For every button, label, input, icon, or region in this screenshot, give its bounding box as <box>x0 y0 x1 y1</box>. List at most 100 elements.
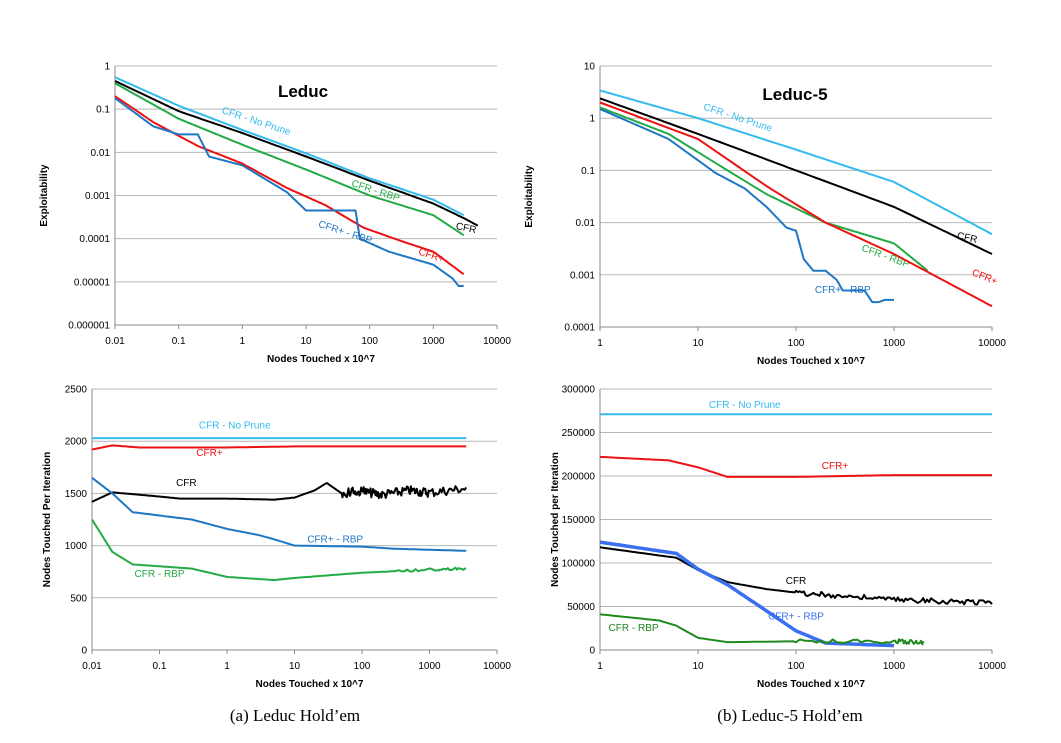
x-tick-label: 1 <box>224 661 230 672</box>
series-label-cfr-rbp: CFR+ - RBP <box>768 612 824 623</box>
series-line-cfr <box>114 95 465 276</box>
x-tick-label: 1 <box>597 338 603 349</box>
series-label-cfr: CFR <box>786 576 807 587</box>
series-line-cfr <box>599 455 992 478</box>
y-tick-label: 200000 <box>562 472 596 483</box>
x-tick-label: 1 <box>240 336 246 347</box>
series-label-cfr-rbp: CFR - RBP <box>135 569 185 580</box>
caption-b: (b) Leduc-5 Hold’em <box>717 706 863 725</box>
x-tick-label: 100 <box>354 661 371 672</box>
series-line-cfr <box>599 97 993 255</box>
x-tick-label: 10 <box>692 661 704 672</box>
y-tick-label: 1 <box>589 114 595 125</box>
x-tick-label: 10 <box>289 661 301 672</box>
y-tick-label: 10 <box>584 62 596 73</box>
y-tick-label: 1 <box>104 62 110 73</box>
series-line-cfr-no-prune <box>114 76 465 217</box>
series-line-cfr <box>599 546 993 606</box>
x-tick-label: 10000 <box>978 338 1006 349</box>
y-axis-label: Exploitability <box>39 164 50 227</box>
x-axis-label: Nodes Touched x 10^7 <box>267 354 375 365</box>
leduc5-exploit-chart: 0.0001 0.001 0.01 0.1 1 10 1 10 100 1000 10000 Node… <box>524 62 1006 368</box>
x-tick-label: 10000 <box>483 336 511 347</box>
series-label-cfr-rbp: CFR+ - RBP <box>307 534 363 545</box>
x-tick-label: 100 <box>788 661 805 672</box>
x-tick-label: 1 <box>597 661 603 672</box>
y-tick-label: 0.001 <box>85 191 110 202</box>
series-label-cfr: CFR+ <box>970 267 999 287</box>
x-axis-label: Nodes Touched x 10^7 <box>757 356 865 367</box>
series-label-cfr-no-prune: CFR - No Prune <box>709 400 781 411</box>
chart-title: Leduc-5 <box>762 85 827 104</box>
x-tick-label: 0.01 <box>82 661 102 672</box>
y-tick-label: 2000 <box>65 437 88 448</box>
x-tick-label: 10 <box>692 338 704 349</box>
series-label-cfr-rbp: CFR - RBP <box>609 623 659 634</box>
series-line-cfr <box>91 444 467 451</box>
series-label-cfr-rbp: CFR+ - RBP <box>317 219 374 247</box>
x-tick-label: 100 <box>361 336 378 347</box>
x-tick-label: 10000 <box>483 661 511 672</box>
y-tick-label: 0.001 <box>570 270 595 281</box>
series-line-cfr-rbp <box>91 518 467 582</box>
x-tick-label: 10000 <box>978 661 1006 672</box>
series-line-cfr-rbp <box>91 476 467 552</box>
y-tick-label: 0.0001 <box>79 234 110 245</box>
leduc-exploit-chart: 0.000001 0.00001 0.0001 0.001 0.01 0.1 1 0.01 0.… <box>39 62 511 366</box>
series-line-cfr-no-prune <box>599 89 993 236</box>
y-tick-label: 100000 <box>562 559 596 570</box>
series-line-cfr <box>599 101 993 308</box>
y-tick-label: 0.000001 <box>68 321 110 332</box>
x-tick-label: 0.1 <box>153 661 167 672</box>
x-tick-label: 100 <box>788 338 805 349</box>
series-label-cfr: CFR <box>956 231 978 246</box>
x-tick-label: 1000 <box>883 661 906 672</box>
x-tick-label: 1000 <box>883 338 906 349</box>
series-label-cfr-no-prune: CFR - No Prune <box>220 105 292 138</box>
series-line-cfr <box>91 482 468 503</box>
series-label-cfr-no-prune: CFR - No Prune <box>199 421 271 432</box>
series-line-cfr-rbp <box>599 106 929 272</box>
series-label-cfr: CFR+ <box>822 461 849 472</box>
x-tick-label: 1000 <box>422 336 445 347</box>
x-tick-label: 0.01 <box>105 336 125 347</box>
series-line-cfr <box>114 80 479 227</box>
series-line-cfr-rbp <box>114 97 465 287</box>
y-tick-label: 2500 <box>65 385 88 396</box>
x-axis-label: Nodes Touched x 10^7 <box>256 679 364 690</box>
series-label-cfr-rbp: CFR+ - RBP <box>815 285 871 296</box>
y-tick-label: 1000 <box>65 541 88 552</box>
x-tick-label: 10 <box>300 336 312 347</box>
y-tick-label: 0.01 <box>91 148 111 159</box>
series-label-cfr-rbp: CFR - RBP <box>860 243 911 271</box>
y-axis-label: Nodes Touched per Iteration <box>550 452 561 587</box>
y-axis-label: Nodes Touched Per Iteration <box>42 452 53 587</box>
series-label-cfr: CFR <box>176 478 197 489</box>
y-tick-label: 0.1 <box>96 105 110 116</box>
series-line-cfr-rbp <box>599 108 895 304</box>
y-tick-label: 0.0001 <box>564 323 595 334</box>
y-tick-label: 0 <box>589 646 595 657</box>
y-tick-label: 300000 <box>562 385 596 396</box>
y-tick-label: 50000 <box>567 602 595 613</box>
y-tick-label: 0.1 <box>581 166 595 177</box>
series-label-cfr: CFR+ <box>196 448 223 459</box>
y-tick-label: 150000 <box>562 515 596 526</box>
chart-title: Leduc <box>278 82 328 101</box>
leduc-nodes-chart: 0 500 1000 1500 2000 2500 0.01 0.1 1 10 100 1000 100… <box>42 385 511 691</box>
y-axis-label: Exploitability <box>524 165 535 228</box>
caption-a: (a) Leduc Hold’em <box>229 706 361 725</box>
y-tick-label: 0.01 <box>576 218 596 229</box>
leduc5-nodes-chart: 0 50000 100000 150000 200000 250000 300000 1 10 1… <box>550 385 1006 691</box>
y-tick-label: 0 <box>81 646 87 657</box>
y-tick-label: 0.00001 <box>74 277 111 288</box>
series-line-cfr-rbp <box>599 613 925 646</box>
x-tick-label: 1000 <box>418 661 441 672</box>
y-tick-label: 1500 <box>65 489 88 500</box>
x-axis-label: Nodes Touched x 10^7 <box>757 679 865 690</box>
y-tick-label: 500 <box>70 593 87 604</box>
series-label-cfr: CFR+ <box>417 247 446 266</box>
series-line-cfr-rbp <box>114 82 465 237</box>
x-tick-label: 0.1 <box>172 336 186 347</box>
